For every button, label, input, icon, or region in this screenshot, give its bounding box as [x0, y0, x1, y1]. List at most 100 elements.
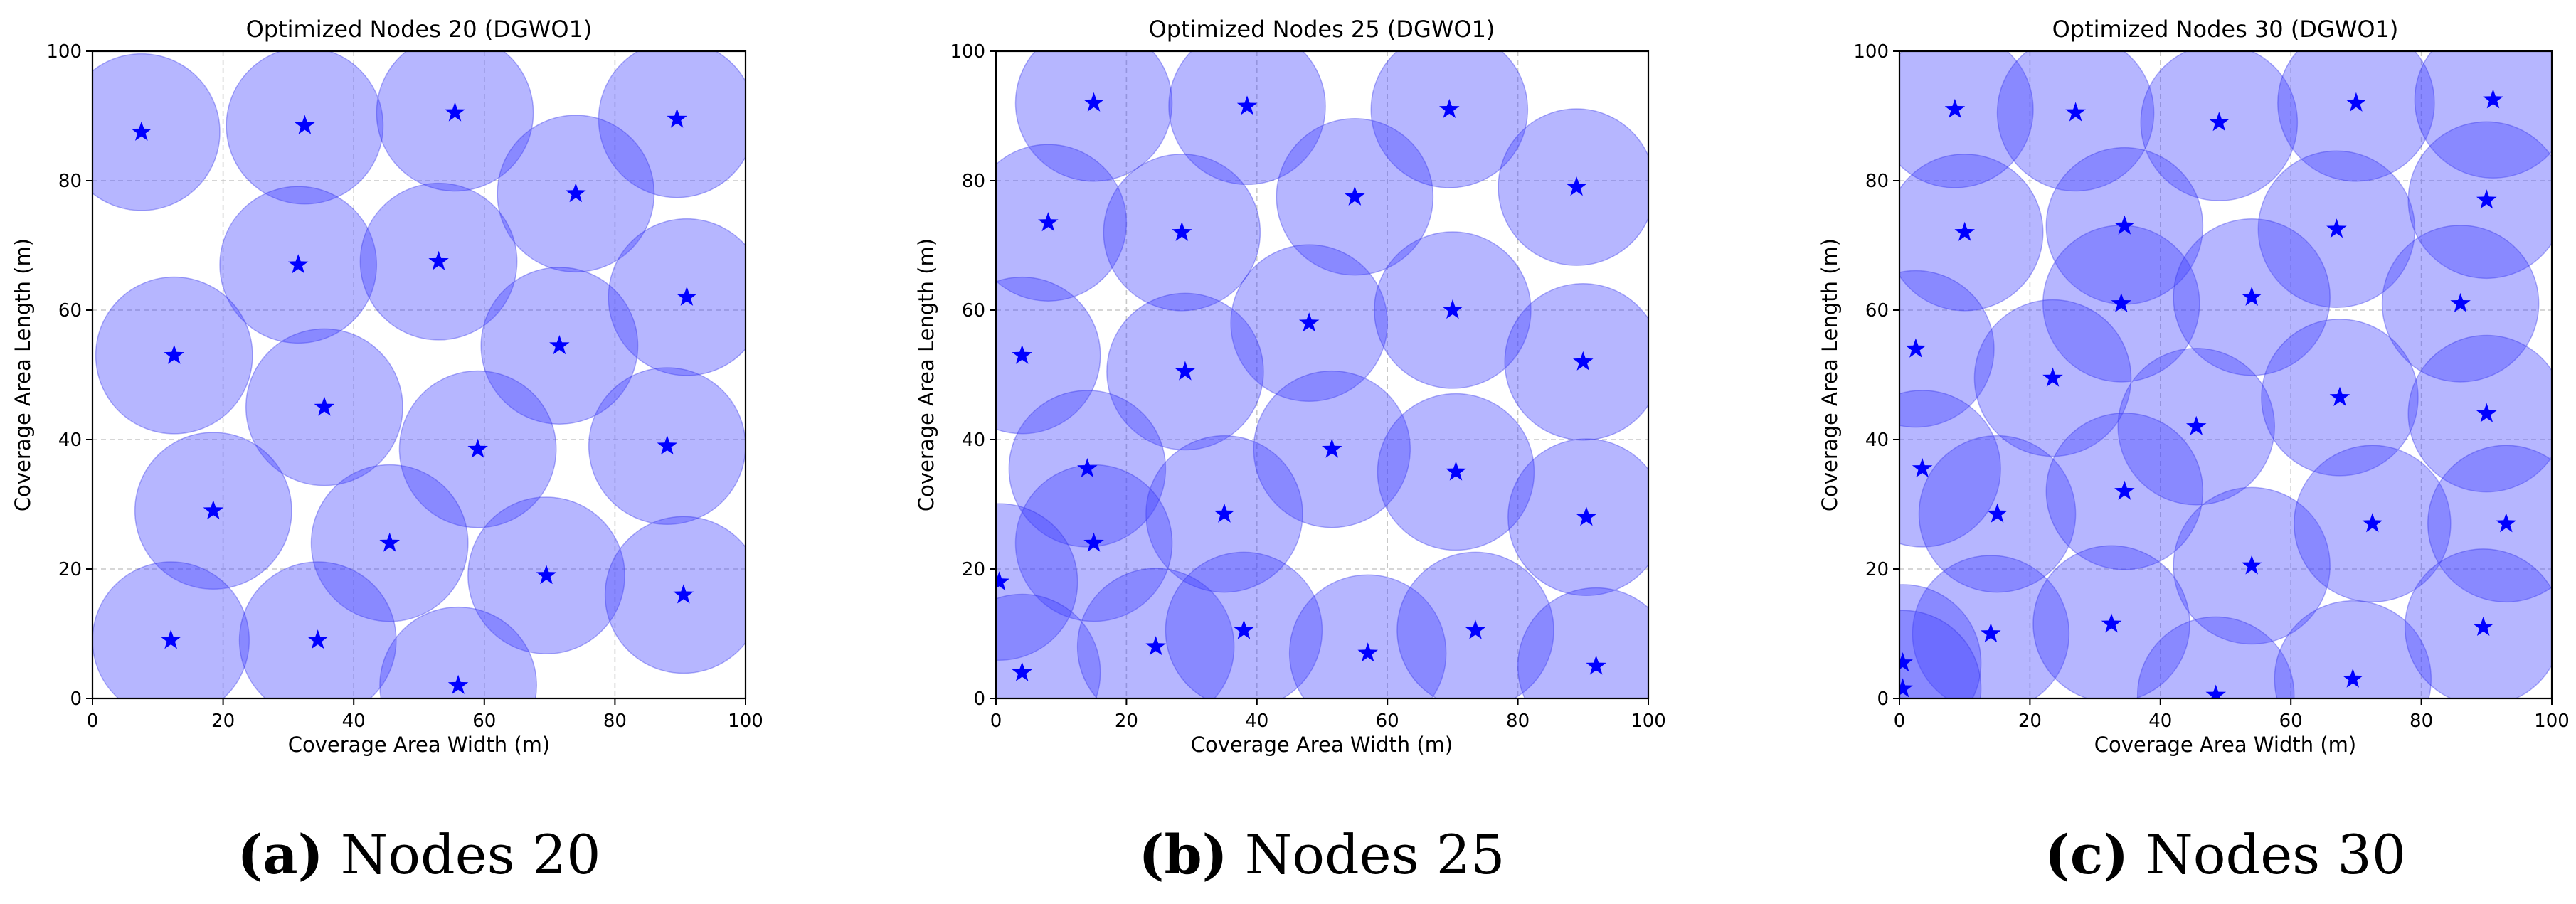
node-star-marker: [2473, 616, 2493, 636]
node-star-marker: [2241, 555, 2262, 575]
node-star-marker: [1987, 503, 2008, 523]
y-tick-label: 40: [58, 430, 82, 451]
node-star-marker: [467, 438, 488, 458]
node-star-marker: [445, 102, 465, 122]
node-star-marker: [2326, 218, 2347, 238]
node-star-marker: [1954, 221, 1975, 241]
node-star-marker: [2476, 403, 2497, 422]
node-star-marker: [1566, 176, 1587, 196]
coverage-circle: [1996, 51, 2155, 192]
coverage-circles: [92, 51, 746, 698]
node-star-marker: [673, 584, 694, 604]
x-tick-label: 100: [728, 711, 763, 732]
y-tick-label: 20: [1865, 559, 1889, 580]
node-star-marker: [1465, 619, 1486, 639]
node-star-marker: [1981, 623, 2001, 643]
coverage-circles: [1899, 51, 2552, 698]
x-tick-label: 100: [1631, 711, 1666, 732]
chart-title: Optimized Nodes 20 (DGWO1): [246, 16, 593, 43]
caption-letter: (a): [237, 823, 323, 886]
x-tick-label: 20: [2018, 711, 2042, 732]
coverage-circle: [2274, 600, 2432, 698]
y-tick-label: 0: [70, 688, 82, 710]
coverage-circle: [1899, 390, 2001, 548]
x-tick-label: 0: [990, 711, 1002, 732]
caption-text: Nodes 30: [2129, 823, 2406, 886]
node-star-marker: [1899, 652, 1913, 672]
y-tick-label: 60: [1865, 300, 1889, 321]
y-tick-label: 20: [58, 559, 82, 580]
y-tick-label: 40: [962, 430, 985, 451]
coverage-circle: [1076, 568, 1235, 698]
x-axis-label: Coverage Area Width (m): [2094, 733, 2356, 757]
node-star-marker: [2186, 415, 2207, 435]
y-tick-label: 0: [973, 688, 985, 710]
node-star-marker: [2450, 292, 2471, 312]
coverage-circle: [1899, 584, 1982, 698]
node-star-marker: [1573, 351, 1594, 371]
chart-title: Optimized Nodes 25 (DGWO1): [1149, 16, 1495, 43]
node-star-marker: [1012, 344, 1032, 364]
node-star-marker: [1442, 299, 1463, 319]
node-star-marker: [2205, 684, 2226, 698]
axis-ticks: 0 20 40 60 80 100 0 20 40 60 80 100: [1853, 41, 2569, 732]
y-axis-label: Coverage Area Length (m): [914, 238, 938, 511]
x-axis-label: Coverage Area Width (m): [1191, 733, 1453, 757]
caption-text: Nodes 20: [324, 823, 601, 886]
panel-caption: (b) Nodes 25: [1139, 823, 1505, 886]
y-tick-label: 80: [962, 171, 985, 192]
y-axis-label: Coverage Area Length (m): [11, 238, 35, 511]
node-star-marker: [160, 629, 181, 649]
x-tick-label: 40: [342, 711, 366, 732]
node-star-marker: [2114, 215, 2135, 235]
x-tick-label: 80: [1506, 711, 1530, 732]
panel-caption: (a) Nodes 20: [237, 823, 600, 886]
node-star-marker: [2065, 102, 2086, 122]
node-star-marker: [2483, 89, 2503, 109]
x-tick-label: 40: [1245, 711, 1268, 732]
x-tick-label: 80: [603, 711, 627, 732]
node-star-marker: [1145, 636, 1166, 656]
coverage-circle: [604, 516, 746, 674]
node-star-marker: [657, 435, 678, 455]
node-star-marker: [1012, 661, 1032, 681]
node-star-marker: [447, 674, 469, 694]
x-tick-label: 0: [1894, 711, 1906, 732]
node-markers: [131, 102, 697, 694]
coverage-circle: [2414, 51, 2552, 179]
node-star-marker: [203, 500, 224, 520]
node-star-marker: [1038, 212, 1059, 232]
coverage-circle: [1899, 610, 1982, 698]
node-star-marker: [2362, 513, 2383, 533]
node-star-marker: [307, 629, 328, 649]
node-star-marker: [1236, 95, 1258, 115]
coverage-circle: [379, 606, 537, 698]
coverage-circle: [92, 53, 221, 211]
x-tick-label: 60: [472, 711, 496, 732]
chart-title: Optimized Nodes 30 (DGWO1): [2052, 16, 2399, 43]
node-star-marker: [566, 183, 586, 203]
coverage-circle: [1014, 51, 1173, 182]
coverage-circle: [1504, 283, 1648, 441]
panel-caption: (c) Nodes 30: [2045, 823, 2406, 886]
node-star-marker: [1357, 642, 1378, 662]
coverage-circle: [1370, 51, 1529, 188]
node-star-marker: [2209, 112, 2230, 132]
node-star-marker: [428, 250, 449, 270]
node-star-marker: [1944, 98, 1966, 118]
node-star-marker: [2111, 292, 2131, 312]
node-star-marker: [1576, 506, 1597, 526]
node-star-marker: [2114, 480, 2135, 500]
y-tick-label: 0: [1877, 688, 1889, 710]
node-star-marker: [287, 254, 309, 274]
x-axis-label: Coverage Area Width (m): [288, 733, 550, 757]
x-tick-label: 20: [211, 711, 235, 732]
axis-ticks: 0 20 40 60 80 100 0 20 40 60 80 100: [46, 41, 763, 732]
node-star-marker: [2042, 367, 2063, 387]
x-tick-label: 0: [87, 711, 99, 732]
node-star-marker: [1214, 503, 1235, 523]
y-tick-label: 60: [962, 300, 985, 321]
axes-frame: [995, 50, 1650, 700]
